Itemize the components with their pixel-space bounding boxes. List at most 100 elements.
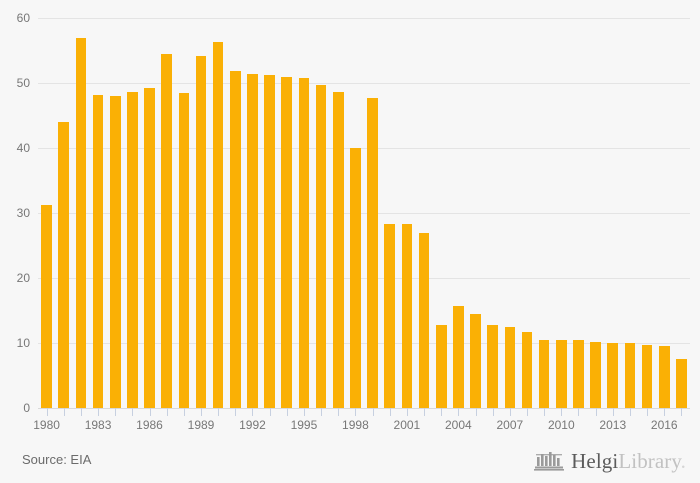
x-tick bbox=[201, 408, 202, 416]
x-tick bbox=[218, 408, 220, 416]
brand-wordmark: HelgiLibrary. bbox=[571, 449, 686, 474]
brand-secondary-text: Library bbox=[618, 448, 681, 473]
bar[interactable] bbox=[607, 343, 619, 408]
bar[interactable] bbox=[264, 75, 275, 408]
x-tick bbox=[492, 408, 494, 416]
y-tick-label: 40 bbox=[16, 141, 30, 155]
x-tick-label: 2001 bbox=[393, 418, 421, 432]
gridline bbox=[38, 18, 690, 19]
bar[interactable] bbox=[109, 96, 121, 408]
y-tick-label: 50 bbox=[16, 76, 30, 90]
bar[interactable] bbox=[315, 84, 327, 408]
x-tick bbox=[458, 408, 460, 416]
library-bars-icon bbox=[534, 452, 565, 471]
bar[interactable] bbox=[212, 42, 224, 408]
y-tick-label: 30 bbox=[16, 206, 30, 220]
x-tick bbox=[561, 408, 563, 416]
gridline bbox=[38, 408, 690, 409]
bar[interactable] bbox=[367, 97, 378, 408]
bar[interactable] bbox=[504, 327, 516, 408]
x-tick bbox=[355, 408, 357, 416]
x-tick bbox=[46, 408, 48, 416]
x-tick bbox=[286, 408, 288, 416]
bar[interactable] bbox=[332, 92, 344, 408]
bar[interactable] bbox=[487, 324, 498, 408]
bar[interactable] bbox=[658, 345, 670, 408]
bar[interactable] bbox=[195, 56, 207, 408]
bar[interactable] bbox=[144, 87, 155, 408]
bar[interactable] bbox=[453, 305, 464, 408]
y-axis: 0 10 20 30 40 50 60 bbox=[0, 0, 30, 483]
helgi-library-logo[interactable]: HelgiLibrary. bbox=[534, 448, 686, 474]
x-tick bbox=[406, 408, 408, 416]
bar[interactable] bbox=[350, 148, 361, 408]
x-tick bbox=[664, 408, 666, 416]
bar[interactable] bbox=[435, 325, 447, 408]
bar[interactable] bbox=[418, 232, 430, 408]
x-tick bbox=[252, 408, 254, 416]
bar[interactable] bbox=[573, 340, 584, 408]
x-tick bbox=[389, 408, 391, 416]
x-tick bbox=[63, 408, 65, 416]
bar[interactable] bbox=[58, 122, 70, 408]
bar[interactable] bbox=[538, 340, 550, 408]
bar[interactable] bbox=[590, 341, 601, 408]
bar[interactable] bbox=[555, 340, 567, 408]
bar[interactable] bbox=[298, 78, 310, 408]
x-tick bbox=[578, 408, 580, 416]
x-tick bbox=[544, 408, 546, 416]
gridline bbox=[38, 213, 690, 214]
gridline bbox=[38, 343, 690, 344]
x-tick-label: 1980 bbox=[33, 418, 60, 432]
bar[interactable] bbox=[624, 343, 636, 408]
x-tick bbox=[595, 408, 597, 416]
bar[interactable] bbox=[92, 94, 104, 408]
x-tick-label: 1995 bbox=[290, 418, 318, 432]
y-tick-label: 10 bbox=[16, 336, 30, 350]
x-tick bbox=[681, 408, 683, 416]
bar[interactable] bbox=[676, 358, 687, 408]
bar[interactable] bbox=[229, 70, 241, 408]
x-tick bbox=[98, 408, 100, 416]
bar[interactable] bbox=[41, 204, 52, 408]
x-tick bbox=[629, 408, 631, 416]
x-tick-label: 2016 bbox=[650, 418, 678, 432]
bar[interactable] bbox=[127, 92, 138, 408]
x-tick-label: 2004 bbox=[445, 418, 472, 432]
x-tick-label: 2010 bbox=[547, 418, 575, 432]
y-tick-label: 0 bbox=[23, 401, 30, 415]
source-label: Source: EIA bbox=[22, 452, 92, 467]
x-tick bbox=[115, 408, 117, 416]
bar[interactable] bbox=[641, 344, 653, 408]
x-tick bbox=[612, 408, 614, 416]
x-tick bbox=[149, 408, 151, 416]
x-tick-label: 1989 bbox=[187, 418, 215, 432]
bar[interactable] bbox=[178, 92, 190, 408]
x-tick bbox=[527, 408, 528, 416]
gridline bbox=[38, 148, 690, 149]
x-tick-label: 1986 bbox=[136, 418, 163, 432]
bar[interactable] bbox=[281, 76, 293, 408]
x-tick bbox=[269, 408, 271, 416]
x-tick bbox=[475, 408, 477, 416]
gridline bbox=[38, 83, 690, 84]
bar[interactable] bbox=[521, 331, 533, 408]
bar[interactable] bbox=[401, 224, 413, 408]
x-tick bbox=[441, 408, 443, 416]
bar[interactable] bbox=[247, 73, 258, 408]
x-tick bbox=[509, 408, 511, 416]
x-tick-label: 2013 bbox=[599, 418, 627, 432]
x-tick-label: 1992 bbox=[239, 418, 266, 432]
x-tick-label: 2007 bbox=[496, 418, 524, 432]
x-tick bbox=[235, 408, 237, 416]
bar[interactable] bbox=[384, 224, 396, 408]
bar[interactable] bbox=[470, 313, 481, 408]
bar[interactable] bbox=[75, 37, 87, 408]
x-tick bbox=[132, 408, 134, 416]
bar[interactable] bbox=[161, 53, 172, 408]
x-tick bbox=[183, 408, 185, 416]
x-tick-label: 1998 bbox=[342, 418, 369, 432]
x-tick bbox=[80, 408, 82, 416]
x-tick bbox=[303, 408, 305, 416]
